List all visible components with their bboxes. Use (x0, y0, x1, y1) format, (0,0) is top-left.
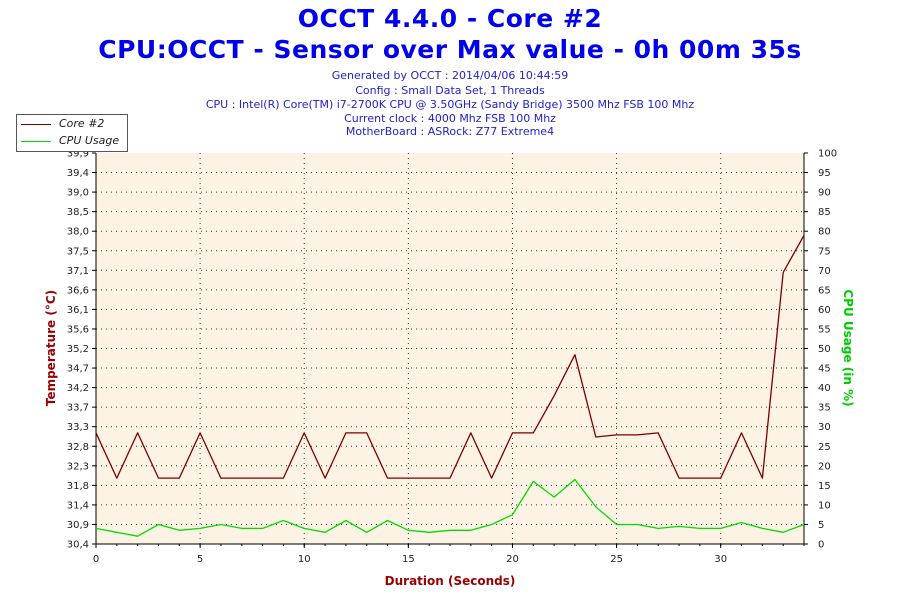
y2-axis-title: CPU Usage (in %) (841, 289, 855, 406)
x-tick-label: 25 (610, 554, 623, 565)
x-tick-label: 0 (93, 554, 99, 565)
y-tick-label: 38,0 (67, 227, 89, 238)
y2-tick-label: 10 (818, 500, 831, 511)
y2-tick-label: 50 (818, 344, 831, 355)
y2-tick-label: 25 (818, 442, 831, 453)
x-tick-label: 5 (197, 554, 203, 565)
y2-tick-label: 15 (818, 481, 831, 492)
y-tick-label: 37,1 (67, 266, 89, 277)
y2-tick-label: 90 (818, 188, 831, 199)
y2-tick-label: 60 (818, 305, 831, 316)
legend: Core #2 CPU Usage (16, 114, 128, 152)
x-tick-label: 30 (714, 554, 727, 565)
y2-tick-label: 40 (818, 383, 831, 394)
y2-tick-label: 45 (818, 364, 831, 375)
y-tick-label: 33,3 (67, 422, 89, 433)
y2-tick-label: 95 (818, 168, 831, 179)
y-tick-label: 39,4 (67, 168, 89, 179)
y-tick-label: 33,7 (67, 403, 89, 414)
legend-label-core2: Core #2 (59, 117, 105, 130)
y2-tick-label: 5 (818, 520, 824, 531)
y-tick-label: 35,2 (67, 344, 89, 355)
y-tick-label: 31,8 (67, 481, 89, 492)
y-tick-label: 36,1 (67, 305, 89, 316)
y2-tick-label: 70 (818, 266, 831, 277)
plot-area (96, 153, 804, 544)
y-tick-label: 31,4 (67, 500, 89, 511)
y2-tick-label: 65 (818, 285, 831, 296)
y-tick-label: 39,0 (67, 188, 89, 199)
info-config: Config : Small Data Set, 1 Threads (355, 84, 545, 97)
y-tick-label: 32,3 (67, 461, 89, 472)
info-cpu: CPU : Intel(R) Core(TM) i7-2700K CPU @ 3… (205, 98, 695, 111)
series-line-cpu-usage (95, 478, 805, 537)
y2-tick-label: 0 (818, 540, 824, 551)
legend-label-cpu-usage: CPU Usage (59, 134, 120, 147)
y-tick-label: 39,9 (67, 149, 89, 160)
y2-tick-label: 20 (818, 461, 831, 472)
legend-swatch-core2 (21, 124, 51, 125)
y2-tick-label: 35 (818, 403, 831, 414)
x-tick-label: 20 (506, 554, 519, 565)
x-tick-label: 10 (298, 554, 311, 565)
y-tick-label: 32,8 (67, 442, 89, 453)
y-tick-label: 34,2 (67, 383, 89, 394)
legend-swatch-cpu-usage (21, 141, 51, 142)
chart-title: OCCT 4.4.0 - Core #2 (297, 4, 603, 33)
y2-tick-label: 85 (818, 207, 831, 218)
y-tick-label: 37,5 (67, 246, 89, 257)
y-tick-label: 34,7 (67, 364, 89, 375)
y-axis-title: Temperature (°C) (44, 290, 58, 406)
y2-tick-label: 80 (818, 227, 831, 238)
y-tick-label: 35,6 (67, 324, 89, 335)
x-tick-label: 15 (402, 554, 415, 565)
y2-tick-label: 30 (818, 422, 831, 433)
y-tick-label: 38,5 (67, 207, 89, 218)
x-axis-title: Duration (Seconds) (385, 574, 516, 588)
info-clock: Current clock : 4000 Mhz FSB 100 Mhz (344, 112, 556, 125)
y2-tick-label: 55 (818, 324, 831, 335)
y2-tick-label: 100 (818, 149, 837, 160)
y-tick-label: 30,9 (67, 520, 89, 531)
y-tick-label: 30,4 (67, 540, 89, 551)
chart-subtitle: CPU:OCCT - Sensor over Max value - 0h 00… (98, 35, 802, 64)
series-line-core2 (95, 234, 805, 479)
y-tick-label: 36,6 (67, 285, 89, 296)
y2-tick-label: 75 (818, 246, 831, 257)
info-motherboard: MotherBoard : ASRock: Z77 Extreme4 (345, 125, 555, 138)
info-generated: Generated by OCCT : 2014/04/06 10:44:59 (331, 69, 569, 82)
